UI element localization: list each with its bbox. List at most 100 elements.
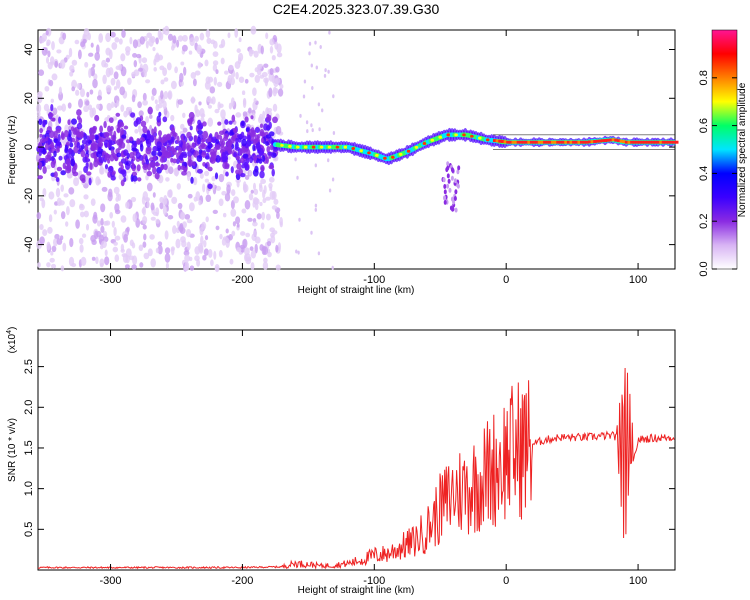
spectrogram-noise-cell xyxy=(105,84,112,93)
spectrogram-noise-cell xyxy=(260,178,267,185)
spectrogram-streak-cell xyxy=(454,189,458,195)
spectrogram-band-cell xyxy=(204,163,208,169)
spectrogram-noise-cell xyxy=(213,76,218,86)
ridge-peak-cell xyxy=(606,138,610,142)
spectrogram-noise-cell xyxy=(319,45,322,49)
spectrogram-band-cell xyxy=(53,150,57,158)
spectrogram-noise-cell xyxy=(58,86,62,95)
spectrogram-band-cell xyxy=(259,123,264,129)
ridge-peak-cell xyxy=(500,140,505,143)
ridge-peak-cell xyxy=(506,140,510,144)
ridge-peak-cell xyxy=(653,140,658,144)
spectrogram-band-cell xyxy=(214,172,219,180)
spectrogram-noise-cell xyxy=(310,230,313,235)
spectrogram-noise-cell xyxy=(74,39,80,45)
spectrogram-band-cell xyxy=(38,118,43,126)
spectrogram-noise-cell xyxy=(163,195,168,205)
spectrogram-noise-cell xyxy=(167,189,173,198)
spectrogram-noise-cell xyxy=(317,251,321,256)
spectrogram-noise-cell xyxy=(80,256,87,267)
ridge-peak-cell xyxy=(669,140,674,144)
spectrogram-band-cell xyxy=(156,141,162,149)
spectrogram-noise-cell xyxy=(245,232,251,238)
spectrogram-band-cell xyxy=(108,141,112,149)
spectrogram-band-cell xyxy=(252,144,256,152)
spectrogram-band-cell xyxy=(110,125,114,132)
ridge-peak-cell xyxy=(493,139,497,143)
spectrogram-noise-cell xyxy=(228,64,234,71)
spectrogram-band-cell xyxy=(135,151,141,160)
spectrogram-noise-cell xyxy=(332,131,336,135)
spectrogram-noise-cell xyxy=(106,102,112,111)
spectrogram-noise-cell xyxy=(172,35,177,44)
spectrogram-noise-cell xyxy=(218,44,224,49)
spectrogram-band-cell xyxy=(209,157,216,164)
ridge-peak-cell xyxy=(598,139,602,143)
spectrogram-band-cell xyxy=(231,114,236,123)
spectrogram-band-cell xyxy=(69,142,74,148)
ridge-peak-cell xyxy=(611,138,616,142)
spectrogram-band-cell xyxy=(81,144,85,150)
spectrogram-noise-cell xyxy=(194,70,201,76)
spectrogram-noise-cell xyxy=(69,71,74,77)
ridge-peak-cell xyxy=(545,140,550,144)
spectrogram-band-cell xyxy=(268,121,272,129)
spectrogram-noise-cell xyxy=(69,65,75,72)
spectrogram-noise-cell xyxy=(143,70,147,78)
spectrogram-streak-cell xyxy=(453,178,457,184)
spectrogram-noise-cell xyxy=(136,53,142,59)
spectrogram-noise-cell xyxy=(205,216,209,223)
spectrogram-band-cell xyxy=(175,158,180,165)
colorbar-gradient xyxy=(711,29,738,270)
spectrogram-band-cell xyxy=(257,133,261,139)
spectrogram-band-cell xyxy=(47,112,54,118)
spectrogram-noise-cell xyxy=(261,211,266,221)
spectrogram-noise-cell xyxy=(244,174,250,181)
spectrogram-band-cell xyxy=(170,145,175,152)
spectrogram-noise-cell xyxy=(120,215,127,223)
spectrogram-band-cell xyxy=(267,151,274,156)
spectrogram-band-cell xyxy=(38,161,43,168)
spectrogram-noise-cell xyxy=(206,95,212,103)
spectrogram-noise-cell xyxy=(177,202,183,210)
spectrogram-noise-cell xyxy=(247,107,252,114)
ridge-peak-cell xyxy=(601,139,605,143)
spectrogram-band-cell xyxy=(76,115,81,121)
spectrogram-band-cell xyxy=(186,131,192,139)
ridge-peak-cell xyxy=(296,145,300,149)
spectrogram-noise-cell xyxy=(175,238,181,249)
snr-y-tick-label: 1.0 xyxy=(23,481,35,496)
spectrogram-noise-cell xyxy=(89,107,94,118)
spectrogram-band-cell xyxy=(136,137,141,145)
spectrogram-noise-cell xyxy=(264,78,268,87)
spectrogram-noise-cell xyxy=(321,108,324,113)
ridge-peak-cell xyxy=(627,140,631,144)
spectrogram-streak-cell xyxy=(445,167,449,173)
spectrogram-noise-cell xyxy=(141,57,148,64)
spectrogram-noise-cell xyxy=(212,209,218,215)
spectrogram-band-cell xyxy=(118,121,125,128)
spectrogram-band-cell xyxy=(58,155,63,161)
snr-x-tick-label: -100 xyxy=(363,575,385,587)
spectrogram-band-cell xyxy=(240,172,246,178)
spectrogram-noise-cell xyxy=(83,28,90,37)
spectrogram-noise-cell xyxy=(115,79,121,89)
spectrogram-noise-cell xyxy=(146,201,150,209)
spectrogram-noise-cell xyxy=(177,99,184,105)
spectrogram-band-cell xyxy=(215,138,220,144)
spectrogram-band-cell xyxy=(210,148,215,155)
spectrogram-noise-cell xyxy=(90,42,94,48)
spectrogram-noise-cell xyxy=(310,123,313,128)
snr-y-scale-label: (x104) xyxy=(6,327,18,354)
spectrogram-noise-cell xyxy=(150,36,156,43)
spectrogram-noise-cell xyxy=(50,250,54,256)
spectrogram-band-cell xyxy=(178,146,183,154)
spectrogram-band-cell xyxy=(205,152,210,159)
spectrogram-noise-cell xyxy=(89,89,94,95)
spectrogram-noise-cell xyxy=(328,188,332,193)
spectrogram-noise-cell xyxy=(220,57,225,65)
spectrogram-noise-cell xyxy=(105,47,111,56)
spectrogram-band-cell xyxy=(70,126,75,132)
spectrogram-noise-cell xyxy=(171,247,175,256)
